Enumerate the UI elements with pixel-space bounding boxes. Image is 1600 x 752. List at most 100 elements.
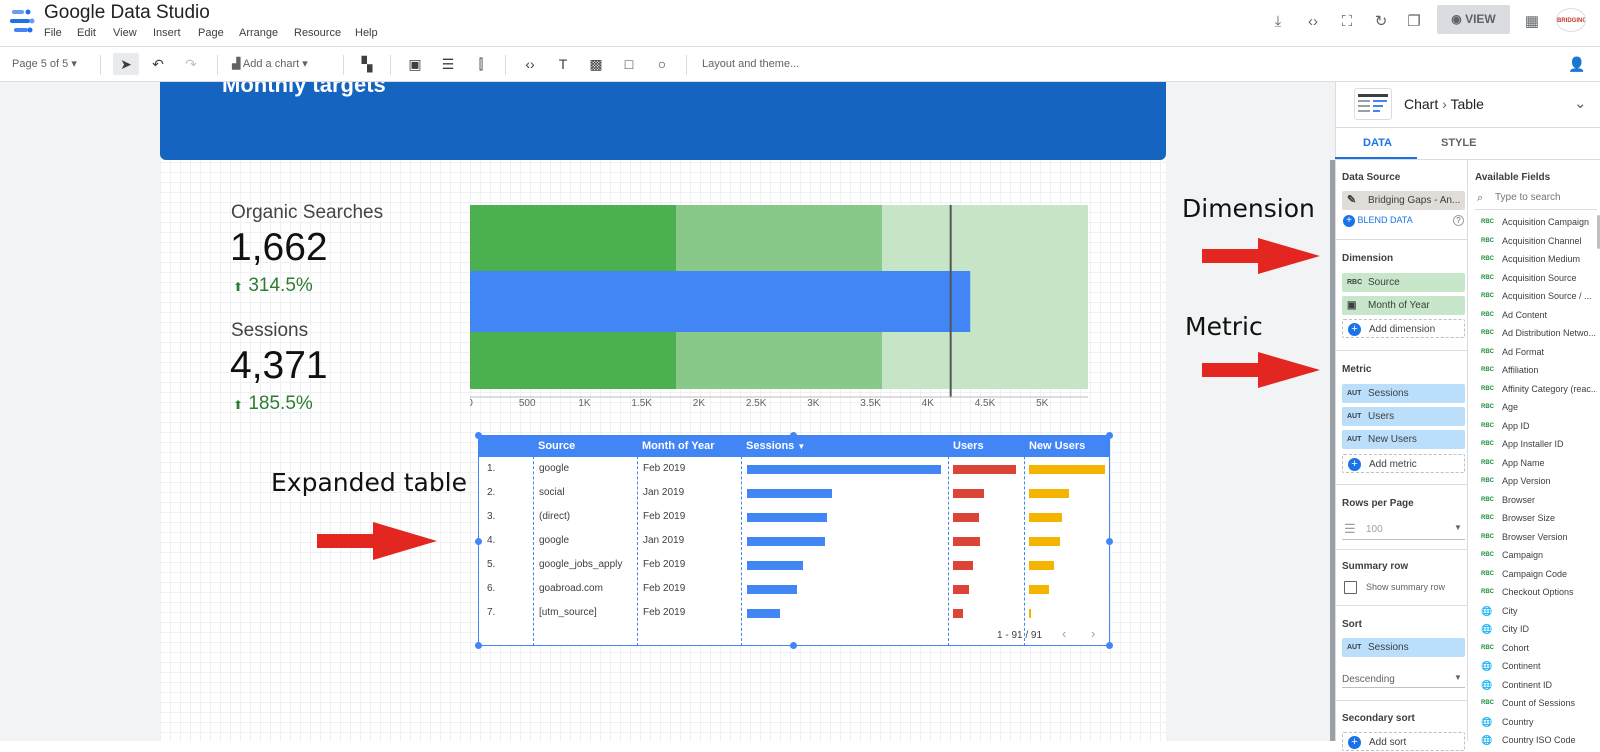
data-studio-logo-icon[interactable]	[8, 6, 36, 36]
embed-icon[interactable]: ‹›	[1308, 13, 1318, 30]
available-field[interactable]: Campaign	[1502, 550, 1544, 560]
help-icon[interactable]: ?	[1453, 215, 1464, 226]
available-field[interactable]: Affiliation	[1502, 365, 1539, 375]
table-header-new-users[interactable]: New Users	[1024, 436, 1110, 457]
dimension-chip-source[interactable]: RBC Source	[1342, 273, 1465, 292]
sort-order-select[interactable]: Descending ▼	[1342, 668, 1465, 688]
dimension-chip-month[interactable]: ▣ Month of Year	[1342, 296, 1465, 315]
available-field[interactable]: City ID	[1502, 624, 1529, 634]
available-field[interactable]: Continent ID	[1502, 679, 1553, 690]
table-row[interactable]: 2. social Jan 2019	[479, 486, 1109, 506]
add-metric-button[interactable]: + Add metric	[1342, 454, 1465, 473]
filter-icon[interactable]: ☰	[441, 56, 455, 72]
menu-file[interactable]: File	[44, 27, 62, 39]
resize-handle[interactable]	[475, 538, 482, 545]
available-field[interactable]: Country ISO Code	[1502, 735, 1576, 745]
table-row[interactable]: 3. (direct) Feb 2019	[479, 510, 1109, 530]
available-field[interactable]: Cohort	[1502, 642, 1530, 653]
sort-chip[interactable]: AUT Sessions	[1342, 638, 1465, 657]
metric-chip-users[interactable]: AUT Users	[1342, 407, 1465, 426]
chevron-left-icon[interactable]: ‹	[1062, 626, 1067, 641]
redo-icon[interactable]: ↷	[185, 56, 197, 72]
available-field[interactable]: Campaign Code	[1502, 568, 1568, 579]
page-indicator[interactable]: Page 5 of 5 ▾	[12, 58, 77, 70]
available-field[interactable]: App Installer ID	[1502, 439, 1564, 449]
bullet-chart[interactable]: 0 500 1K 1.5K 2K 2.5K 3K 3.5K 4K 4.5K 5K	[470, 205, 1110, 425]
available-field[interactable]: Ad Content	[1502, 309, 1548, 320]
data-table[interactable]: Source Month of Year Sessions ▼ Users Ne…	[478, 435, 1110, 646]
select-cursor-icon[interactable]: ➤	[113, 53, 139, 75]
available-field[interactable]: Browser	[1502, 494, 1536, 505]
url-embed-icon[interactable]: ‹›	[525, 56, 535, 72]
menu-insert[interactable]: Insert	[153, 27, 181, 39]
menu-help[interactable]: Help	[355, 27, 378, 39]
rectangle-icon[interactable]: □	[624, 56, 634, 72]
fullscreen-icon[interactable]: ⛶	[1341, 13, 1353, 30]
resize-handle[interactable]	[475, 642, 482, 649]
field-search-input[interactable]	[1495, 192, 1595, 203]
available-field[interactable]: Acquisition Source	[1502, 272, 1577, 283]
tab-data[interactable]: DATA	[1363, 137, 1392, 149]
summary-row-checkbox[interactable]	[1344, 581, 1357, 594]
blend-data-button[interactable]: + BLEND DATA	[1343, 215, 1413, 227]
table-header-month[interactable]: Month of Year	[637, 436, 741, 457]
menu-edit[interactable]: Edit	[77, 27, 96, 39]
table-chart-icon[interactable]	[1354, 88, 1392, 120]
panel-scrollbar[interactable]	[1330, 160, 1335, 741]
table-row[interactable]: 6. goabroad.com Feb 2019	[479, 582, 1109, 602]
metric-chip-sessions[interactable]: AUT Sessions	[1342, 384, 1465, 403]
resize-handle[interactable]	[1106, 538, 1113, 545]
download-icon[interactable]: ⤓	[1274, 13, 1282, 30]
available-field[interactable]: App Version	[1502, 476, 1551, 486]
resize-handle[interactable]	[790, 642, 797, 649]
table-header-source[interactable]: Source	[533, 436, 637, 457]
available-field[interactable]: Acquisition Source / ...	[1502, 291, 1592, 301]
header-banner[interactable]: Monthly targets	[160, 82, 1166, 160]
refresh-icon[interactable]: ↻	[1374, 13, 1388, 30]
add-chart-button[interactable]: ▟ Add a chart ▾	[232, 58, 308, 70]
resize-handle[interactable]	[1106, 432, 1113, 439]
available-field[interactable]: Acquisition Channel	[1502, 235, 1582, 246]
resize-handle[interactable]	[1106, 642, 1113, 649]
available-field[interactable]: Count of Sessions	[1502, 698, 1576, 708]
available-field[interactable]: App ID	[1502, 420, 1530, 431]
add-sort-button[interactable]: + Add sort	[1342, 732, 1465, 751]
table-row[interactable]: 4. google Jan 2019	[479, 534, 1109, 554]
available-field[interactable]: Checkout Options	[1502, 587, 1574, 597]
available-field[interactable]: Affinity Category (reac...	[1502, 383, 1597, 394]
resize-handle[interactable]	[790, 432, 797, 439]
metric-chip-new-users[interactable]: AUT New Users	[1342, 430, 1465, 449]
available-field[interactable]: Browser Size	[1502, 513, 1556, 523]
add-dimension-button[interactable]: + Add dimension	[1342, 319, 1465, 338]
menu-view[interactable]: View	[113, 27, 137, 39]
available-field[interactable]: Country	[1502, 716, 1534, 727]
table-header-sessions[interactable]: Sessions ▼	[741, 436, 948, 457]
resize-handle[interactable]	[475, 432, 482, 439]
available-field[interactable]: App Name	[1502, 457, 1545, 468]
available-field[interactable]: Browser Version	[1502, 531, 1568, 542]
available-field[interactable]: Ad Distribution Netwo...	[1502, 328, 1597, 338]
table-row[interactable]: 1. google Feb 2019	[479, 462, 1109, 482]
table-row[interactable]: 5. google_jobs_apply Feb 2019	[479, 558, 1109, 578]
data-control-icon[interactable]: ⫿	[478, 56, 484, 72]
avatar[interactable]: BRIDGING GAPS	[1556, 8, 1586, 32]
chevron-down-icon[interactable]: ⌄	[1574, 95, 1587, 112]
image-icon[interactable]: ▩	[589, 56, 603, 72]
tab-style[interactable]: STYLE	[1441, 137, 1477, 149]
rows-per-page-select[interactable]: ☰ 100 ▼	[1342, 518, 1465, 540]
copy-icon[interactable]: ❐	[1407, 13, 1421, 30]
view-button[interactable]: ◉ VIEW	[1437, 5, 1510, 34]
date-range-icon[interactable]: ▣	[408, 56, 422, 72]
available-field[interactable]: Continent	[1502, 661, 1541, 671]
menu-arrange[interactable]: Arrange	[239, 27, 279, 39]
available-field[interactable]: Age	[1502, 402, 1519, 412]
field-search[interactable]: ⌕	[1475, 190, 1597, 210]
text-box-icon[interactable]: T	[558, 56, 568, 72]
apps-grid-icon[interactable]: ▦	[1524, 13, 1540, 30]
share-person-add-icon[interactable]: 👤	[1568, 56, 1586, 72]
available-field[interactable]: Acquisition Campaign	[1502, 217, 1590, 227]
available-field[interactable]: Acquisition Medium	[1502, 254, 1581, 264]
layout-theme-button[interactable]: Layout and theme...	[702, 58, 800, 70]
fields-scrollbar[interactable]	[1597, 215, 1600, 249]
available-field[interactable]: Ad Format	[1502, 346, 1545, 357]
